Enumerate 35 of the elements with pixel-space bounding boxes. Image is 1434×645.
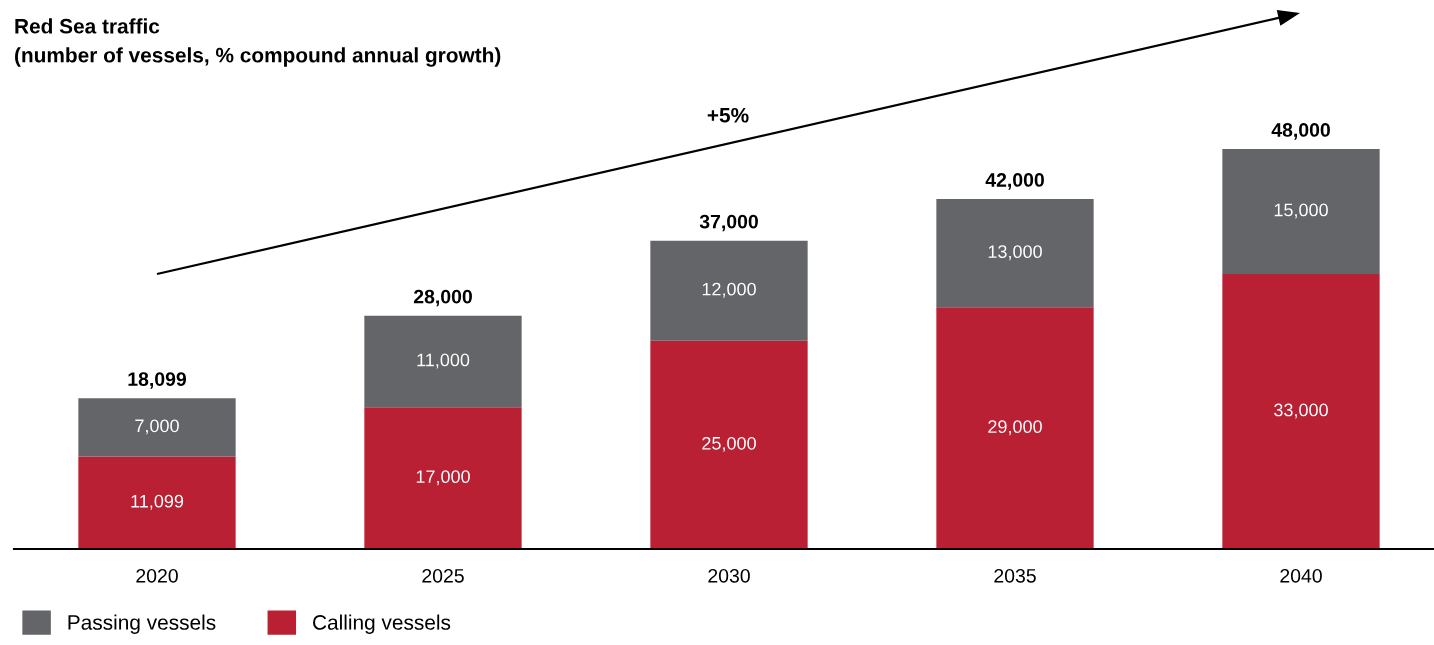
x-tick-label: 2040 bbox=[1280, 568, 1322, 583]
data-label: 33,000 bbox=[1274, 403, 1328, 419]
total-label: 37,000 bbox=[699, 214, 758, 232]
total-label: 42,000 bbox=[985, 173, 1044, 190]
x-tick-label: 2020 bbox=[136, 568, 178, 583]
bar bbox=[364, 315, 522, 408]
chart-subtitle: (number of vessels, % compound annual growth) bbox=[15, 47, 501, 67]
x-tick-label: 2030 bbox=[708, 568, 750, 583]
bar bbox=[78, 456, 236, 549]
x-tick-label: 2035 bbox=[994, 568, 1036, 583]
data-label: 25,000 bbox=[702, 436, 756, 452]
bar bbox=[1222, 274, 1380, 549]
bar bbox=[1222, 149, 1380, 274]
data-label: 12,000 bbox=[702, 282, 756, 298]
x-tick-label: 2025 bbox=[422, 568, 464, 583]
total-label: 48,000 bbox=[1271, 123, 1330, 140]
data-label: 15,000 bbox=[1274, 203, 1328, 219]
bar bbox=[650, 340, 808, 549]
bar bbox=[936, 307, 1094, 549]
data-label: 13,000 bbox=[988, 245, 1042, 261]
total-label: 18,099 bbox=[128, 372, 187, 389]
data-label: 17,000 bbox=[416, 470, 470, 486]
chart-title: Red Sea traffic bbox=[15, 18, 160, 34]
bar bbox=[364, 407, 522, 549]
bar bbox=[650, 240, 808, 341]
data-label: 29,000 bbox=[988, 420, 1042, 436]
text: +5% bbox=[707, 107, 749, 123]
total-label: 28,000 bbox=[413, 289, 472, 307]
data-label: 11,099 bbox=[131, 494, 184, 510]
bar bbox=[936, 199, 1094, 308]
bar bbox=[78, 398, 236, 457]
legend-label: Calling vessels bbox=[313, 614, 451, 634]
data-label: 7,000 bbox=[135, 419, 179, 435]
legend-label: Passing vessels bbox=[68, 614, 216, 634]
data-label: 11,000 bbox=[417, 353, 470, 369]
